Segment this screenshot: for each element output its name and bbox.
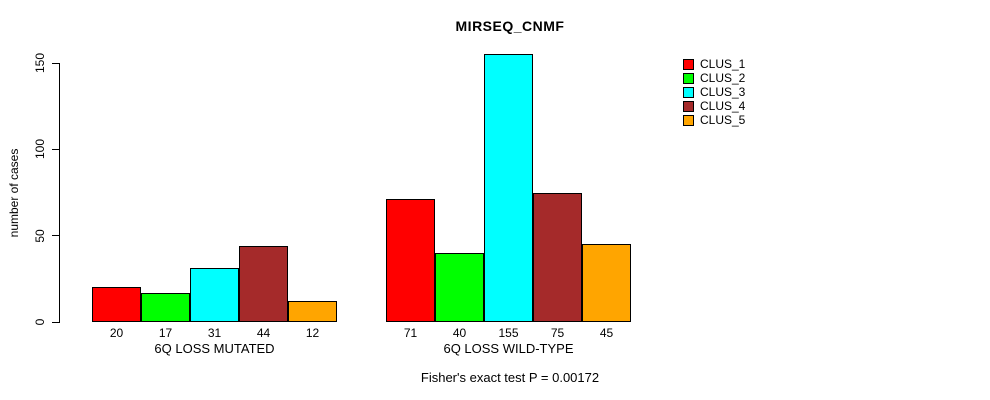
y-axis-tick <box>52 148 60 150</box>
bar-value-label: 75 <box>550 326 565 340</box>
bar-value-label: 20 <box>109 326 124 340</box>
legend-item-clus-4: CLUS_4 <box>683 99 745 113</box>
legend-swatch-icon <box>683 86 694 98</box>
bar-clus-3-6q-loss-wild-type <box>484 54 533 322</box>
legend-label: CLUS_5 <box>700 113 746 127</box>
bar-clus-2-6q-loss-mutated <box>141 292 190 322</box>
legend-swatch-icon <box>683 58 694 70</box>
bar-clus-4-6q-loss-wild-type <box>533 192 582 322</box>
y-axis-tick-label: 0 <box>33 318 47 326</box>
legend-item-clus-2: CLUS_2 <box>683 71 745 85</box>
bar-value-label: 40 <box>452 326 467 340</box>
legend-label: CLUS_2 <box>700 71 746 85</box>
bar-clus-3-6q-loss-mutated <box>190 268 239 322</box>
bar-clus-5-6q-loss-mutated <box>288 301 337 322</box>
legend-item-clus-1: CLUS_1 <box>683 57 745 71</box>
legend-label: CLUS_4 <box>700 99 746 113</box>
legend-swatch-icon <box>683 100 694 112</box>
y-axis-tick <box>52 321 60 323</box>
y-axis-line <box>59 63 60 323</box>
legend-label: CLUS_3 <box>700 85 746 99</box>
y-axis-tick-label: 50 <box>33 228 47 243</box>
legend-item-clus-3: CLUS_3 <box>683 85 745 99</box>
bar-value-label: 44 <box>256 326 271 340</box>
y-axis-title: number of cases <box>7 148 21 238</box>
bar-value-label: 31 <box>207 326 222 340</box>
bar-value-label: 155 <box>498 326 519 340</box>
group-label-6q-loss-wild-type: 6Q LOSS WILD-TYPE <box>443 341 574 356</box>
y-axis-tick-label: 100 <box>33 139 47 160</box>
y-axis-tick <box>52 62 60 64</box>
chart-title: MIRSEQ_CNMF <box>455 18 565 34</box>
group-label-6q-loss-mutated: 6Q LOSS MUTATED <box>154 341 275 356</box>
bar-value-label: 17 <box>158 326 173 340</box>
bar-clus-5-6q-loss-wild-type <box>582 244 631 322</box>
fisher-test-note: Fisher's exact test P = 0.00172 <box>420 370 600 385</box>
bar-clus-4-6q-loss-mutated <box>239 246 288 322</box>
legend-swatch-icon <box>683 114 694 126</box>
bar-clus-1-6q-loss-wild-type <box>386 199 435 322</box>
bar-value-label: 45 <box>599 326 614 340</box>
legend: CLUS_1 CLUS_2 CLUS_3 CLUS_4 CLUS_5 <box>683 57 745 127</box>
y-axis-tick-label: 150 <box>33 52 47 74</box>
legend-label: CLUS_1 <box>700 57 746 71</box>
bar-value-label: 12 <box>305 326 320 340</box>
bar-clus-1-6q-loss-mutated <box>92 287 141 322</box>
bar-clus-2-6q-loss-wild-type <box>435 252 484 322</box>
y-axis-tick <box>52 235 60 237</box>
legend-swatch-icon <box>683 72 694 84</box>
legend-item-clus-5: CLUS_5 <box>683 113 745 127</box>
bar-value-label: 71 <box>403 326 418 340</box>
